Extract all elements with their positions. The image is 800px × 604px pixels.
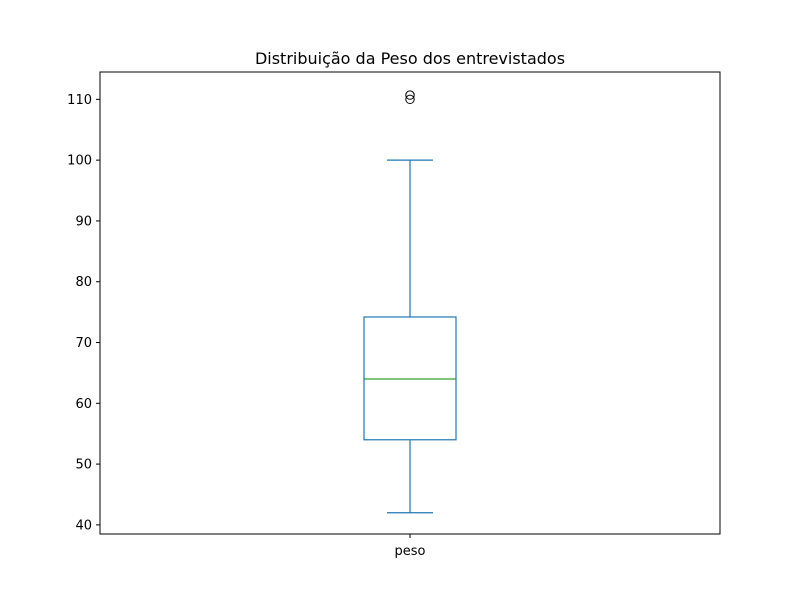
chart-title: Distribuição da Peso dos entrevistados (255, 49, 565, 68)
y-tick-label: 60 (75, 397, 92, 412)
plot-area: 40 50 60 70 80 90 100 110 peso (67, 90, 457, 559)
y-tick-label: 80 (75, 275, 92, 290)
y-tick-label: 90 (75, 214, 92, 229)
y-tick-label: 70 (75, 336, 92, 351)
axes-frame (99, 71, 721, 535)
x-tick-label: peso (395, 544, 426, 559)
y-tick-label: 50 (75, 458, 92, 473)
outlier-point (405, 90, 415, 100)
y-tick-label: 40 (75, 518, 92, 533)
outlier-point (405, 94, 415, 105)
y-tick-label: 110 (67, 93, 92, 108)
iqr-box (363, 316, 457, 441)
y-tick-label: 100 (67, 154, 92, 169)
